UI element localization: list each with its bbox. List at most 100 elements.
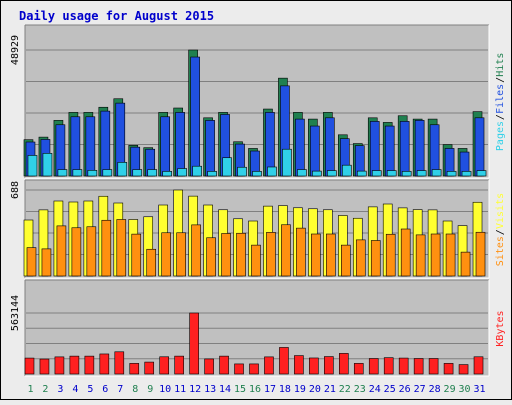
bar-kbytes-day-27 — [413, 358, 424, 375]
legend-files: Files — [495, 84, 506, 114]
x-tick-label-day-15: 15 — [234, 384, 246, 395]
bar-sites-day-2 — [41, 248, 52, 277]
x-tick-label-day-6: 6 — [102, 384, 108, 395]
x-tick-label-day-25: 25 — [384, 384, 396, 395]
bar-pages-day-15 — [237, 166, 247, 177]
bar-kbytes-day-8 — [129, 363, 140, 375]
bar-files-day-12 — [190, 56, 200, 177]
bar-files-day-31 — [474, 117, 485, 177]
bar-sites-day-30 — [460, 251, 471, 277]
x-tick-label-day-4: 4 — [72, 384, 78, 395]
x-tick-label-day-2: 2 — [42, 384, 48, 395]
bar-files-day-5 — [85, 116, 96, 177]
bar-pages-day-5 — [87, 170, 98, 177]
x-tick-label-day-17: 17 — [264, 384, 276, 395]
legend-separator: / — [495, 77, 506, 83]
y-max-label: 563144 — [10, 295, 21, 331]
bar-pages-day-28 — [431, 169, 442, 177]
bar-sites-day-13 — [206, 237, 216, 277]
bar-pages-day-17 — [267, 166, 277, 177]
bar-sites-day-10 — [161, 232, 171, 277]
bar-files-day-27 — [414, 120, 425, 177]
bar-files-day-6 — [100, 110, 111, 177]
bar-pages-day-19 — [297, 169, 307, 177]
legend-kbytes: KBytes — [495, 310, 506, 346]
x-tick-label-day-1: 1 — [27, 384, 33, 395]
bar-kbytes-day-26 — [398, 357, 409, 375]
y-max-label: 688 — [10, 181, 21, 199]
bar-kbytes-day-1 — [24, 357, 35, 375]
bar-sites-day-9 — [146, 248, 157, 277]
bar-pages-day-9 — [147, 169, 158, 177]
x-tick-label-day-22: 22 — [339, 384, 351, 395]
bar-kbytes-day-25 — [383, 357, 394, 375]
x-tick-label-day-23: 23 — [354, 384, 366, 395]
bar-kbytes-day-16 — [249, 363, 259, 375]
x-tick-label-day-29: 29 — [444, 384, 456, 395]
bar-files-day-4 — [70, 116, 81, 177]
bar-files-day-20 — [310, 125, 320, 177]
bar-files-day-21 — [325, 117, 335, 177]
bar-kbytes-day-23 — [353, 363, 364, 375]
hits-files-pages-legend: Pages/Files/Hits — [495, 53, 506, 151]
bar-kbytes-day-7 — [114, 351, 125, 375]
legend-pages: Pages — [495, 121, 506, 151]
bar-kbytes-day-13 — [204, 358, 214, 375]
bar-sites-day-24 — [370, 240, 381, 277]
bar-sites-day-14 — [221, 233, 231, 277]
bar-files-day-13 — [205, 120, 215, 177]
bar-kbytes-day-4 — [69, 355, 80, 375]
x-tick-label-day-30: 30 — [459, 384, 471, 395]
bar-kbytes-day-28 — [428, 358, 439, 375]
bar-files-day-24 — [369, 121, 380, 177]
x-tick-label-day-11: 11 — [174, 384, 186, 395]
bar-kbytes-day-20 — [309, 357, 319, 375]
bar-kbytes-day-10 — [159, 356, 169, 375]
bar-pages-day-21 — [327, 170, 337, 177]
bar-sites-day-8 — [131, 233, 142, 277]
legend-separator: / — [495, 114, 506, 120]
bar-files-day-28 — [429, 124, 440, 177]
bar-sites-day-16 — [251, 244, 261, 277]
x-tick-label-day-10: 10 — [159, 384, 171, 395]
bar-pages-day-11 — [177, 168, 187, 177]
x-tick-label-day-27: 27 — [414, 384, 426, 395]
bar-pages-day-16 — [252, 171, 262, 177]
bar-files-day-11 — [175, 112, 185, 177]
bar-sites-day-20 — [311, 233, 321, 277]
x-tick-label-day-24: 24 — [369, 384, 381, 395]
bar-kbytes-day-24 — [368, 358, 379, 375]
bar-pages-day-22 — [342, 164, 352, 177]
bar-sites-day-11 — [176, 232, 186, 277]
bar-files-day-26 — [399, 121, 410, 177]
bar-sites-day-28 — [430, 233, 441, 277]
bar-sites-day-22 — [341, 244, 351, 277]
bar-sites-day-26 — [400, 228, 411, 277]
bar-kbytes-day-2 — [39, 358, 50, 375]
x-tick-label-day-31: 31 — [473, 384, 485, 395]
x-tick-label-day-13: 13 — [204, 384, 216, 395]
bar-pages-day-6 — [102, 169, 113, 177]
bar-files-day-25 — [384, 125, 395, 177]
bar-kbytes-day-21 — [324, 356, 334, 375]
bar-pages-day-3 — [57, 169, 68, 177]
bar-kbytes-day-19 — [294, 355, 304, 375]
bar-pages-day-27 — [416, 170, 427, 177]
bar-kbytes-day-11 — [174, 355, 184, 375]
bar-sites-day-17 — [266, 232, 276, 277]
bar-pages-day-4 — [72, 169, 83, 177]
x-tick-label-day-20: 20 — [309, 384, 321, 395]
bar-pages-day-31 — [476, 170, 487, 177]
bar-files-day-17 — [265, 112, 275, 177]
x-tick-label-day-21: 21 — [324, 384, 336, 395]
bar-sites-day-19 — [296, 227, 306, 277]
bar-sites-day-3 — [56, 225, 67, 277]
x-tick-label-day-18: 18 — [279, 384, 291, 395]
bar-pages-day-13 — [207, 171, 217, 177]
bar-kbytes-day-9 — [144, 361, 155, 375]
bar-files-day-10 — [160, 116, 170, 177]
legend-hits: Hits — [495, 53, 506, 77]
x-tick-label-day-26: 26 — [399, 384, 411, 395]
